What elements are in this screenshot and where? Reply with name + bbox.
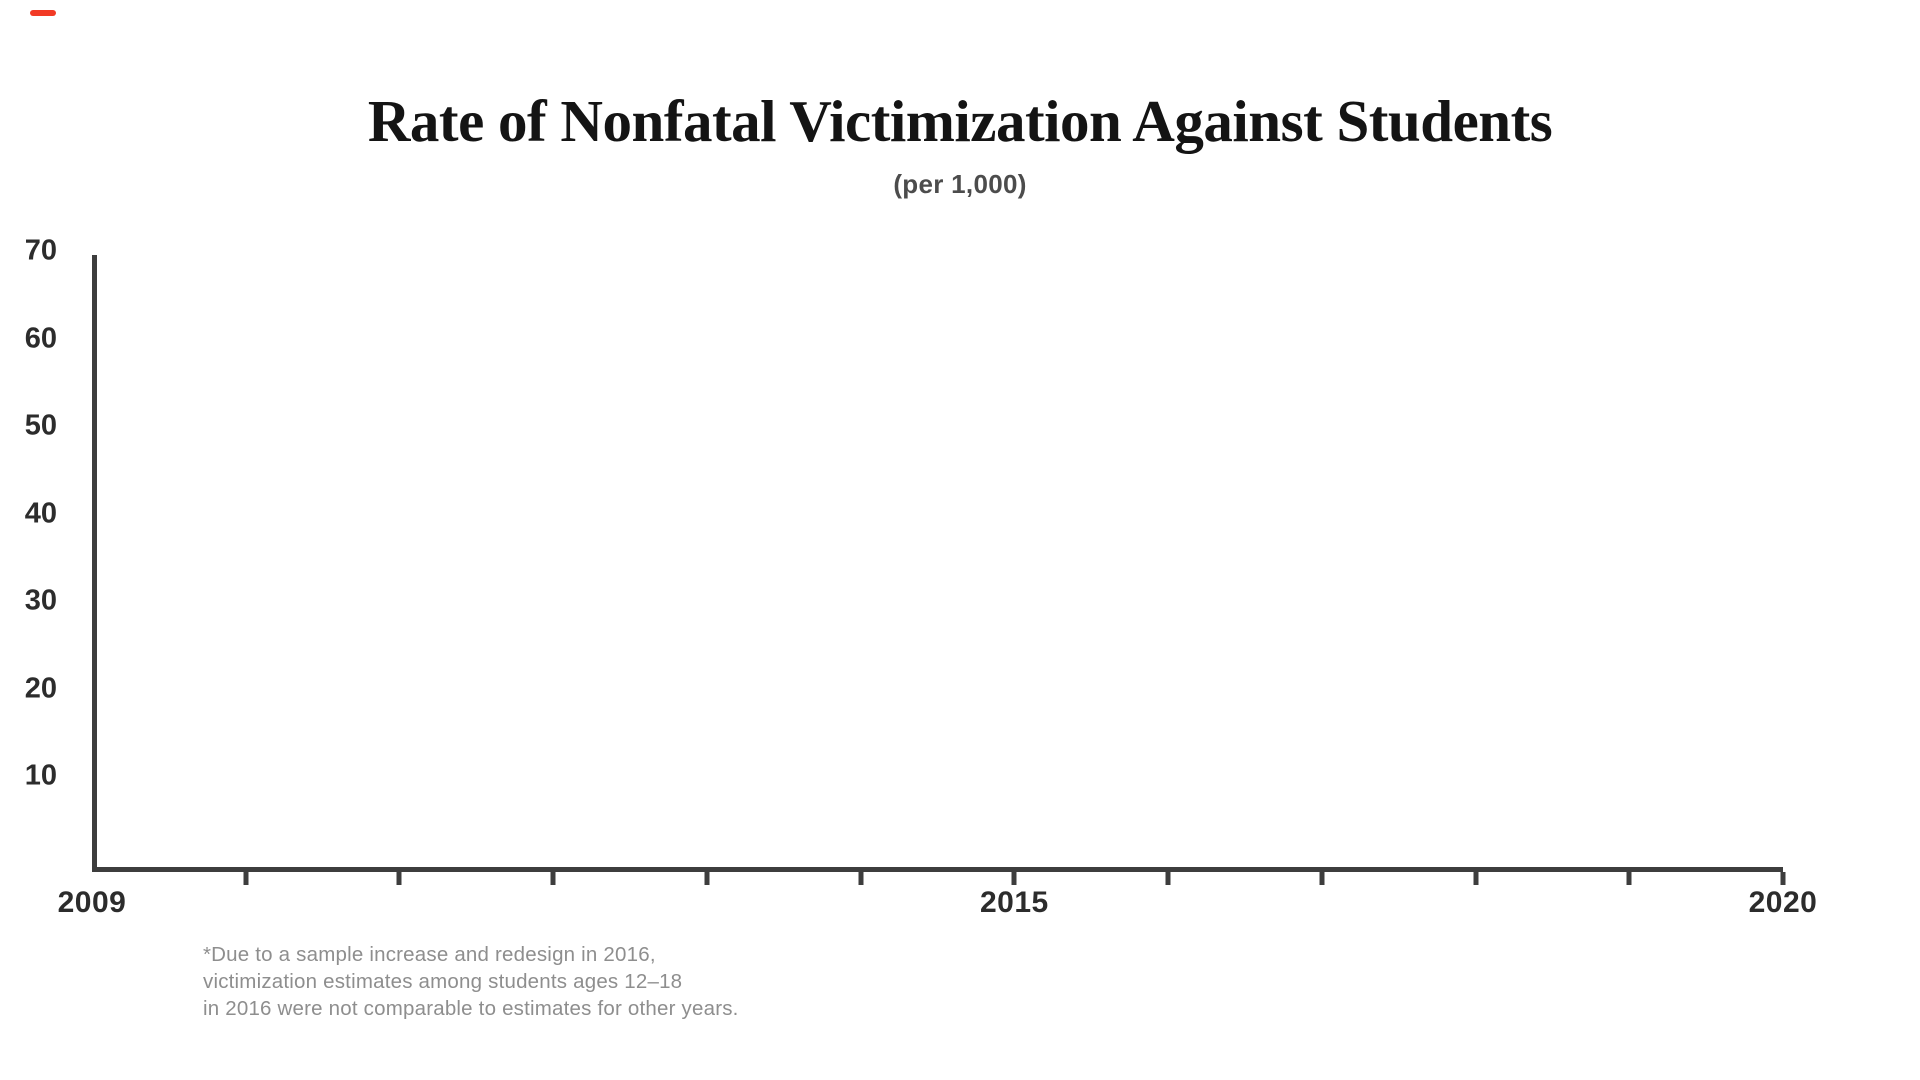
x-axis-tick-mark — [704, 872, 710, 885]
y-axis-tick-label: 60 — [24, 322, 57, 354]
x-axis-tick-label: 2020 — [1748, 886, 1818, 919]
x-axis-tick-mark — [243, 872, 249, 885]
x-axis-tick-mark — [1626, 872, 1632, 885]
y-axis-tick-label: 30 — [24, 584, 57, 617]
y-axis-tick-label: 40 — [24, 497, 57, 529]
chart-title: Rate of Nonfatal Victimization Against S… — [367, 88, 1553, 154]
x-axis-tick-mark — [858, 872, 864, 885]
x-axis-tick-label: 2015 — [979, 886, 1049, 919]
x-axis-tick-label: 2009 — [57, 886, 127, 919]
x-axis-tick-mark — [1780, 872, 1786, 885]
x-axis-tick-mark — [1011, 872, 1017, 885]
x-axis-tick-mark — [550, 872, 556, 885]
footnote: *Due to a sample increase and redesign i… — [203, 941, 739, 1022]
x-axis-tick-mark — [1319, 872, 1325, 885]
y-axis-tick-label: 70 — [24, 234, 57, 267]
y-axis-tick-label: 10 — [24, 759, 57, 792]
y-axis-line — [92, 255, 97, 872]
plot-area: 70 60 50 40 30 20 10 2009 2015 2020 — [25, 235, 1817, 920]
x-axis-tick-mark — [396, 872, 402, 885]
footnote-line: victimization estimates among students a… — [203, 970, 683, 993]
y-axis-tick-label: 50 — [24, 409, 57, 442]
chart-subtitle: (per 1,000) — [893, 169, 1027, 199]
footnote-line: in 2016 were not comparable to estimates… — [203, 997, 739, 1020]
x-axis-line — [92, 867, 1783, 872]
footnote-line: *Due to a sample increase and redesign i… — [203, 943, 656, 966]
x-axis-tick-mark — [1165, 872, 1171, 885]
y-axis-tick-label: 20 — [24, 672, 57, 704]
x-axis-tick-mark — [1473, 872, 1479, 885]
video-progress-marker-icon — [30, 10, 56, 16]
